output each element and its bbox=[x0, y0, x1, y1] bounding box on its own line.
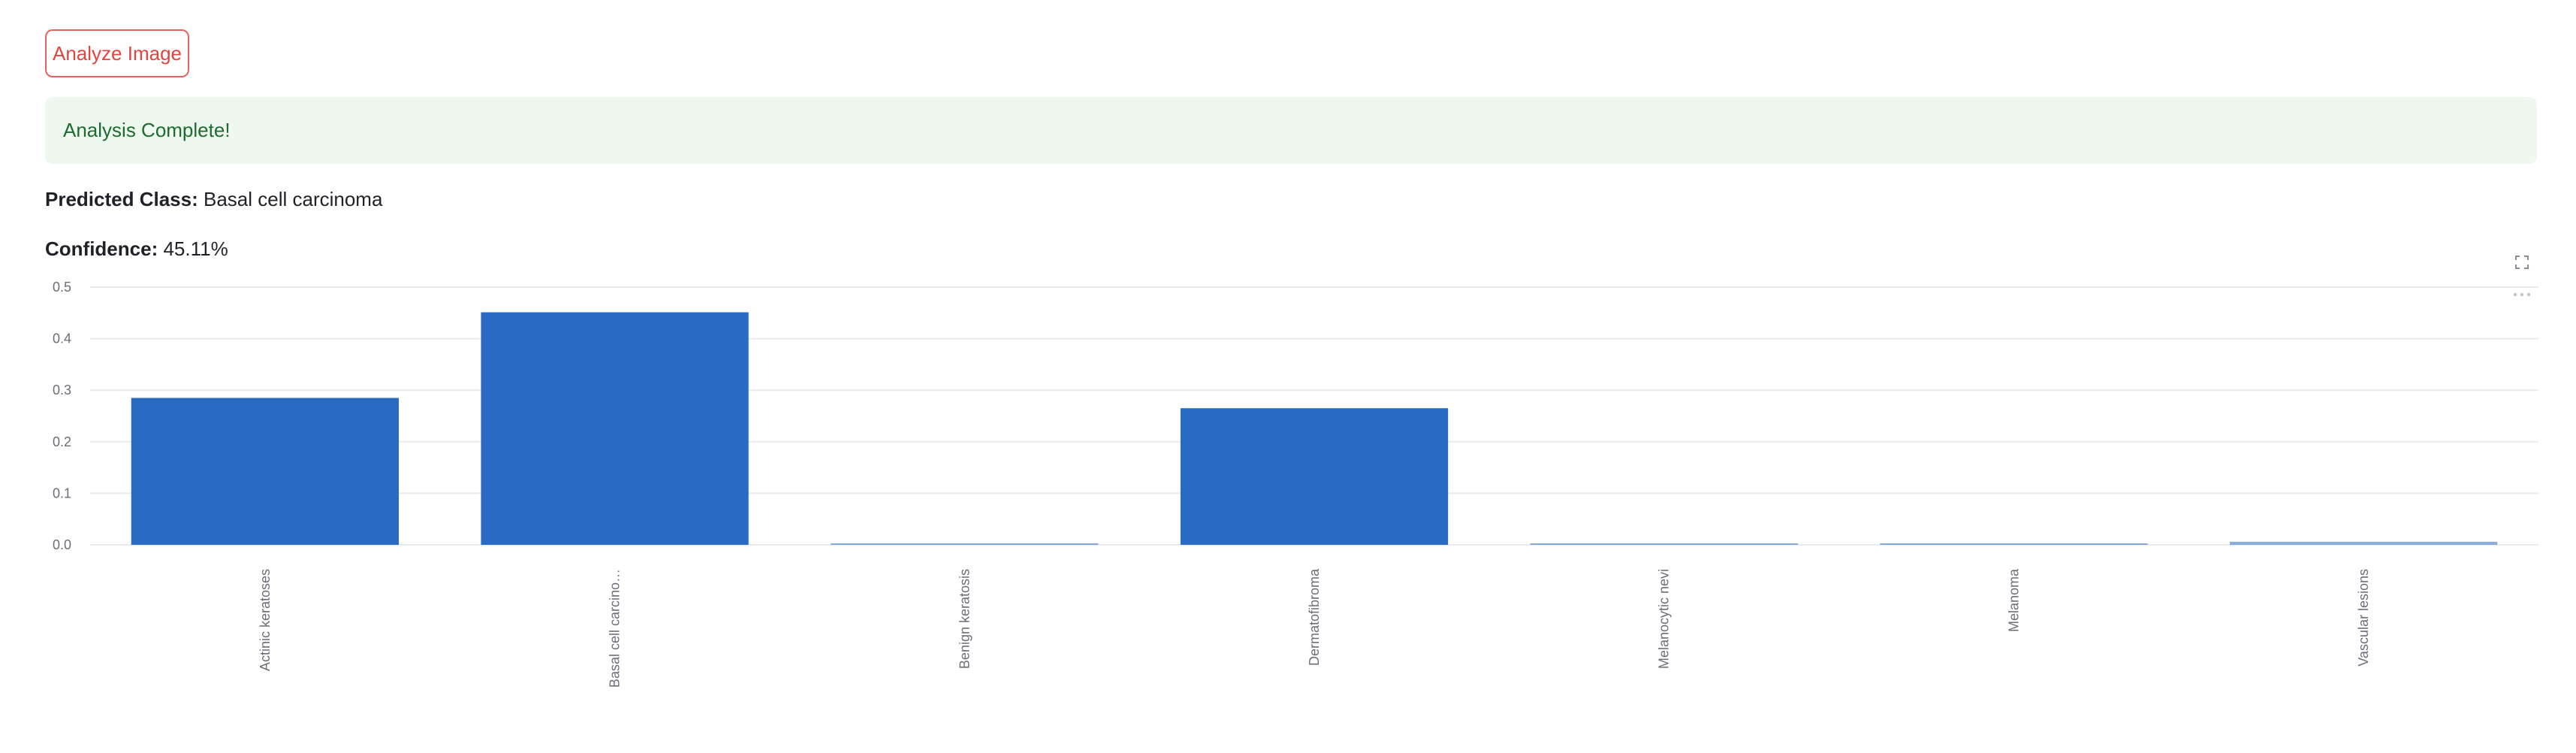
predicted-class-label: Predicted Class: bbox=[45, 188, 198, 210]
y-tick-label: 0.0 bbox=[53, 537, 71, 552]
y-tick-label: 0.2 bbox=[53, 434, 71, 449]
success-alert: Analysis Complete! bbox=[45, 97, 2537, 164]
expand-icon[interactable] bbox=[2508, 249, 2535, 276]
more-icon-glyph bbox=[2513, 292, 2531, 297]
x-tick-label: Melanoma bbox=[2006, 568, 2021, 632]
y-tick-label: 0.3 bbox=[53, 383, 71, 398]
more-horizontal-icon[interactable] bbox=[2508, 286, 2535, 304]
x-tick-label: Vascular lesions bbox=[2356, 569, 2371, 667]
y-tick-label: 0.5 bbox=[53, 280, 71, 295]
x-tick-label: Dermatofibroma bbox=[1307, 568, 1322, 666]
expand-icon-glyph bbox=[2515, 256, 2529, 269]
bar bbox=[831, 543, 1099, 545]
bar bbox=[131, 398, 399, 545]
predicted-class-value: Basal cell carcinoma bbox=[203, 188, 383, 210]
x-tick-label: Melanocytic nevi bbox=[1657, 569, 1672, 669]
y-tick-label: 0.1 bbox=[53, 485, 71, 500]
bar-chart-svg: 0.0 0.1 0.2 0.3 0.4 0.5 Actinic keratoses Basal… bbox=[53, 280, 2538, 688]
bar bbox=[1530, 543, 1798, 545]
analyze-image-button[interactable]: Analyze Image bbox=[45, 29, 189, 77]
confidence-line: Confidence: 45.11% bbox=[45, 237, 228, 261]
success-message: Analysis Complete! bbox=[63, 119, 231, 141]
bar bbox=[2230, 541, 2498, 545]
x-tick-label: Benign keratosis bbox=[957, 569, 972, 669]
x-tick-label: Basal cell carcino… bbox=[608, 569, 623, 688]
probability-bar-chart: 0.0 0.1 0.2 0.3 0.4 0.5 Actinic keratoses Basal… bbox=[0, 271, 2576, 691]
bar bbox=[1880, 543, 2148, 545]
confidence-label: Confidence: bbox=[45, 237, 158, 260]
bar bbox=[481, 312, 749, 545]
predicted-class-line: Predicted Class: Basal cell carcinoma bbox=[45, 188, 382, 211]
bar bbox=[1180, 408, 1449, 545]
confidence-value: 45.11% bbox=[163, 237, 228, 260]
y-tick-label: 0.4 bbox=[53, 331, 71, 346]
x-tick-label: Actinic keratoses bbox=[258, 569, 273, 671]
